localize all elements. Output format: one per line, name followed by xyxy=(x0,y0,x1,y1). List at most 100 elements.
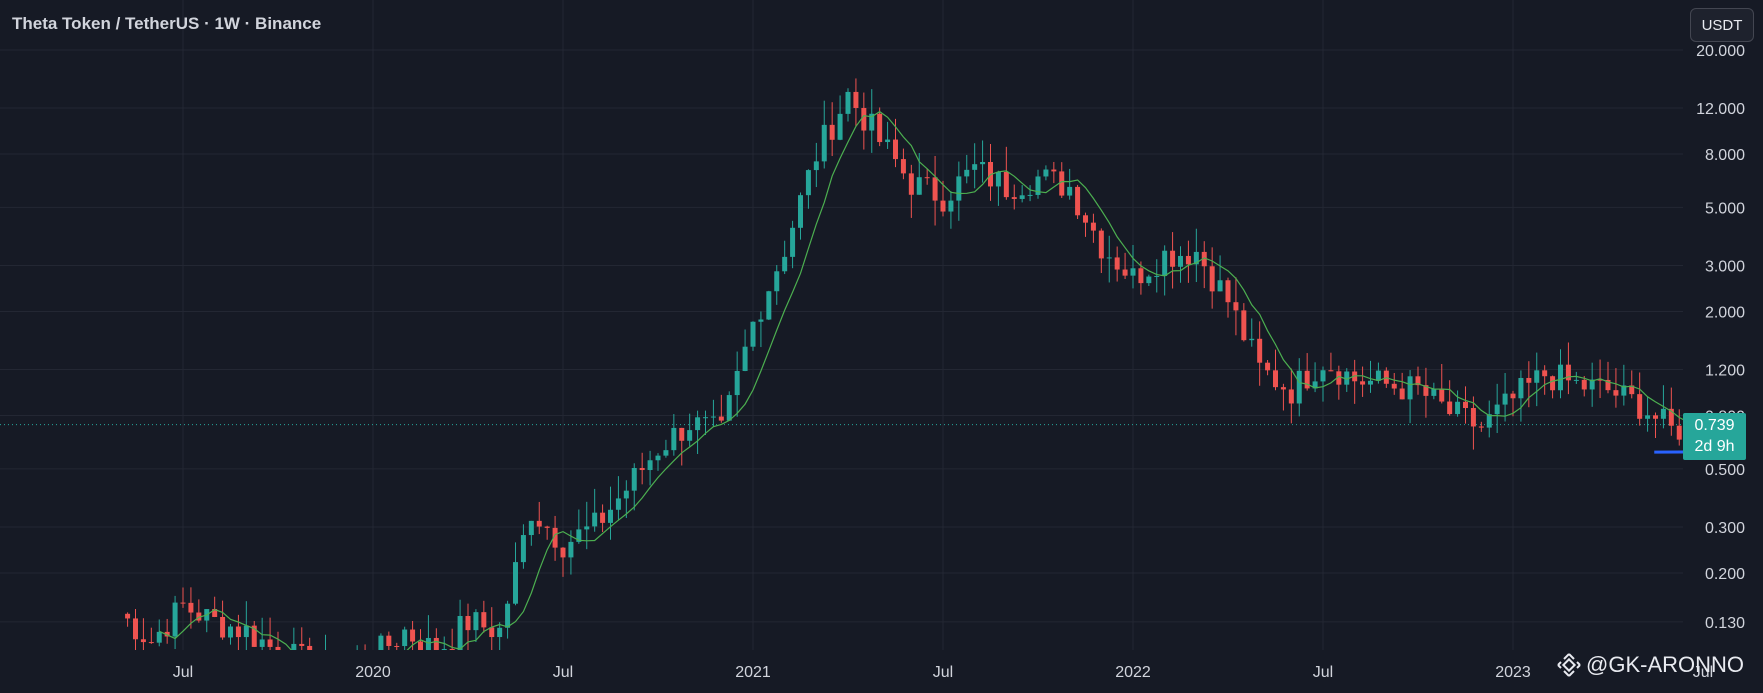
price-axis-label: 1.200 xyxy=(1705,363,1745,380)
candle-body xyxy=(671,427,677,451)
candle-body xyxy=(1304,370,1310,389)
candle-body xyxy=(1154,275,1160,277)
candle-body xyxy=(1470,408,1476,427)
candle-body xyxy=(956,176,962,201)
candle-body xyxy=(1320,370,1326,382)
candle-body xyxy=(1241,310,1247,341)
candle-body xyxy=(1067,186,1073,196)
candle-body xyxy=(1494,404,1500,415)
candle-body xyxy=(1296,370,1302,404)
candle-body xyxy=(1526,377,1532,383)
candle-body xyxy=(1122,269,1128,276)
candle-body xyxy=(592,512,598,527)
author-watermark: @GK-ARONNO xyxy=(1556,652,1744,678)
candle-body xyxy=(742,346,748,371)
candle-body xyxy=(869,113,875,131)
candle-body xyxy=(1368,380,1373,385)
candle-body xyxy=(813,161,819,171)
candle-body xyxy=(1059,171,1065,196)
candle-body xyxy=(457,615,463,651)
price-axis-background xyxy=(1683,0,1763,650)
candle-body xyxy=(608,509,613,523)
candle-body xyxy=(687,430,693,441)
symbol-title[interactable]: Theta Token / TetherUS · 1W · Binance xyxy=(12,14,322,33)
candle-body xyxy=(1375,370,1381,381)
candle-body xyxy=(1478,426,1484,428)
price-axis-label: 5.000 xyxy=(1705,200,1745,217)
candle-body xyxy=(924,177,930,179)
candle-body xyxy=(1605,379,1611,391)
moving-average-line xyxy=(159,110,1763,670)
candle-body xyxy=(1003,171,1009,198)
candle-body xyxy=(536,520,542,527)
candle-body xyxy=(1645,415,1651,419)
candle-body xyxy=(1043,169,1049,177)
candle-body xyxy=(180,602,186,604)
candle-body xyxy=(1336,371,1342,385)
candle-body xyxy=(877,113,883,143)
candle-body xyxy=(1573,379,1579,381)
candle-body xyxy=(1178,255,1183,267)
candle-body xyxy=(1447,401,1453,415)
candle-body xyxy=(798,195,803,228)
candle-body xyxy=(893,139,898,160)
candle-body xyxy=(829,124,835,140)
candle-body xyxy=(473,612,479,631)
binance-logo-icon xyxy=(1557,653,1581,677)
candle-body xyxy=(1589,379,1595,390)
candle-body xyxy=(1486,414,1492,428)
candle-body xyxy=(133,618,138,640)
candle-body xyxy=(1193,251,1199,265)
candle-body xyxy=(1431,388,1437,396)
candle-body xyxy=(1225,280,1231,303)
candle-body xyxy=(410,629,416,642)
candle-body xyxy=(663,450,669,456)
candle-body xyxy=(1106,257,1112,259)
candle-body xyxy=(1328,370,1334,372)
price-axis-label: 0.500 xyxy=(1705,462,1745,479)
candle-body xyxy=(1621,385,1627,396)
candle-body xyxy=(251,625,257,647)
candle-body xyxy=(900,159,906,174)
candle-body xyxy=(932,177,938,201)
candle-body xyxy=(243,625,249,638)
candle-body xyxy=(560,547,566,558)
price-axis-label: 3.000 xyxy=(1705,258,1745,275)
candle-body xyxy=(1565,364,1571,381)
candle-body xyxy=(418,641,423,653)
candle-body xyxy=(655,455,661,461)
time-axis-label: Jul xyxy=(1313,664,1333,681)
candle-body xyxy=(576,529,582,542)
candle-body xyxy=(774,271,780,292)
candle-body xyxy=(1613,390,1619,396)
candle-body xyxy=(821,124,827,162)
time-axis-label: Jul xyxy=(933,664,953,681)
candle-body xyxy=(1280,387,1286,390)
price-axis-label: 20.000 xyxy=(1696,43,1745,60)
candle-body xyxy=(964,169,970,177)
candle-body xyxy=(465,615,471,631)
candle-body xyxy=(1668,408,1674,426)
candle-body xyxy=(156,631,162,643)
candle-body xyxy=(1114,257,1120,270)
time-axis-label: 2020 xyxy=(355,664,391,681)
candle-body xyxy=(1027,194,1033,196)
bar-countdown: 2d 9h xyxy=(1694,438,1735,455)
candle-body xyxy=(916,177,922,195)
candle-body xyxy=(164,631,170,637)
candle-body xyxy=(1217,280,1223,292)
candle-body xyxy=(568,541,574,558)
candle-body xyxy=(845,91,851,114)
currency-button[interactable]: USDT xyxy=(1690,8,1754,42)
candle-body xyxy=(1162,250,1168,276)
candle-body xyxy=(1463,401,1468,409)
candle-body xyxy=(710,416,716,418)
candle-body xyxy=(148,642,154,644)
candle-body xyxy=(908,173,914,195)
time-axis-labels[interactable]: Jul2020Jul2021Jul2022Jul2023Jul2024Jul20… xyxy=(173,664,1763,681)
candle-body xyxy=(1265,362,1271,371)
candle-body xyxy=(1597,379,1603,381)
candle-body xyxy=(1185,255,1191,265)
candle-body xyxy=(750,321,756,347)
